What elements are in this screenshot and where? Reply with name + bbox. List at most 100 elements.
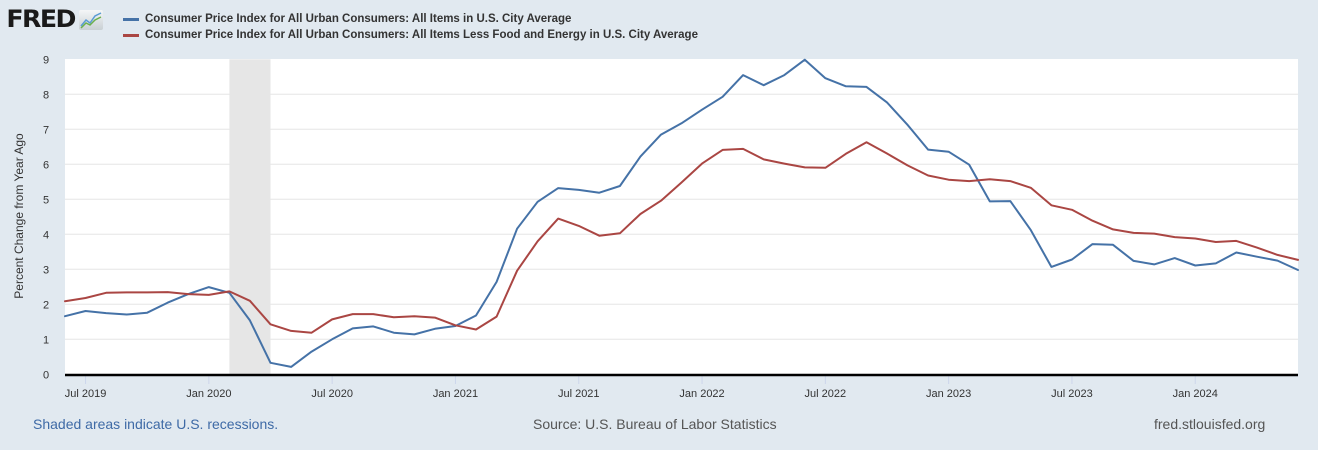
data-point-series1[interactable] — [311, 351, 313, 353]
data-point-series2[interactable] — [845, 153, 847, 155]
data-point-series2[interactable] — [249, 300, 251, 302]
data-point-series1[interactable] — [619, 185, 621, 187]
data-point-series2[interactable] — [1276, 254, 1278, 256]
data-point-series1[interactable] — [989, 200, 991, 202]
data-point-series2[interactable] — [804, 166, 806, 168]
data-point-series1[interactable] — [249, 319, 251, 321]
data-point-series2[interactable] — [948, 179, 950, 181]
data-point-series1[interactable] — [85, 310, 87, 312]
data-point-series2[interactable] — [167, 291, 169, 293]
data-point-series2[interactable] — [1256, 247, 1258, 249]
data-point-series1[interactable] — [393, 332, 395, 334]
data-point-series1[interactable] — [208, 286, 210, 288]
data-point-series2[interactable] — [886, 152, 888, 154]
data-point-series2[interactable] — [1009, 180, 1011, 182]
data-point-series1[interactable] — [1235, 252, 1237, 254]
data-point-series1[interactable] — [146, 312, 148, 314]
data-point-series1[interactable] — [64, 315, 66, 317]
data-point-series2[interactable] — [270, 323, 272, 325]
data-point-series1[interactable] — [1194, 264, 1196, 266]
data-point-series1[interactable] — [352, 327, 354, 329]
data-point-series1[interactable] — [845, 85, 847, 87]
data-point-series1[interactable] — [886, 101, 888, 103]
data-point-series2[interactable] — [454, 324, 456, 326]
data-point-series1[interactable] — [701, 109, 703, 111]
data-point-series1[interactable] — [167, 302, 169, 304]
data-point-series1[interactable] — [557, 187, 559, 189]
data-point-series1[interactable] — [1030, 229, 1032, 231]
data-point-series2[interactable] — [146, 291, 148, 293]
data-point-series1[interactable] — [722, 96, 724, 98]
data-point-series1[interactable] — [824, 77, 826, 79]
data-point-series1[interactable] — [516, 228, 518, 230]
data-point-series1[interactable] — [639, 156, 641, 158]
data-point-series1[interactable] — [1071, 259, 1073, 261]
data-point-series2[interactable] — [1071, 209, 1073, 211]
data-point-series2[interactable] — [578, 225, 580, 227]
data-point-series2[interactable] — [187, 293, 189, 295]
data-point-series2[interactable] — [105, 292, 107, 294]
data-point-series1[interactable] — [1215, 262, 1217, 264]
data-point-series2[interactable] — [1153, 233, 1155, 235]
data-point-series2[interactable] — [1297, 259, 1299, 261]
data-point-series2[interactable] — [598, 235, 600, 237]
data-point-series1[interactable] — [578, 189, 580, 191]
data-point-series2[interactable] — [434, 317, 436, 319]
data-point-series1[interactable] — [660, 134, 662, 136]
data-point-series2[interactable] — [557, 218, 559, 220]
data-point-series1[interactable] — [1276, 260, 1278, 262]
data-point-series1[interactable] — [537, 201, 539, 203]
data-point-series2[interactable] — [865, 141, 867, 143]
data-point-series2[interactable] — [1133, 232, 1135, 234]
data-point-series2[interactable] — [331, 318, 333, 320]
data-point-series2[interactable] — [393, 316, 395, 318]
data-point-series2[interactable] — [126, 291, 128, 293]
fred-logo[interactable]: FRED — [6, 7, 104, 31]
data-point-series1[interactable] — [742, 74, 744, 76]
data-point-series2[interactable] — [372, 313, 374, 315]
data-point-series1[interactable] — [105, 312, 107, 314]
data-point-series1[interactable] — [1009, 200, 1011, 202]
data-point-series1[interactable] — [907, 124, 909, 126]
data-point-series2[interactable] — [742, 148, 744, 150]
data-point-series2[interactable] — [516, 270, 518, 272]
data-point-series1[interactable] — [496, 281, 498, 283]
data-point-series1[interactable] — [783, 74, 785, 76]
data-point-series1[interactable] — [434, 328, 436, 330]
data-point-series2[interactable] — [1050, 204, 1052, 206]
data-point-series1[interactable] — [1112, 244, 1114, 246]
data-point-series1[interactable] — [270, 362, 272, 364]
site-link[interactable]: fred.stlouisfed.org — [1154, 416, 1266, 432]
data-point-series2[interactable] — [701, 163, 703, 165]
data-point-series2[interactable] — [413, 315, 415, 317]
data-point-series2[interactable] — [208, 294, 210, 296]
data-point-series1[interactable] — [413, 333, 415, 335]
data-point-series1[interactable] — [763, 84, 765, 86]
data-point-series2[interactable] — [64, 300, 66, 302]
data-point-series2[interactable] — [1112, 228, 1114, 230]
data-point-series2[interactable] — [783, 163, 785, 165]
data-point-series1[interactable] — [1050, 266, 1052, 268]
data-point-series1[interactable] — [126, 313, 128, 315]
data-point-series2[interactable] — [660, 200, 662, 202]
data-point-series2[interactable] — [907, 164, 909, 166]
series-line-2[interactable] — [64, 141, 1299, 334]
data-point-series2[interactable] — [681, 182, 683, 184]
data-point-series1[interactable] — [372, 325, 374, 327]
data-point-series2[interactable] — [639, 213, 641, 215]
data-point-series2[interactable] — [1194, 238, 1196, 240]
data-point-series1[interactable] — [1174, 257, 1176, 259]
data-point-series2[interactable] — [496, 316, 498, 318]
data-point-series2[interactable] — [537, 240, 539, 242]
data-point-series2[interactable] — [85, 297, 87, 299]
data-point-series2[interactable] — [1215, 241, 1217, 243]
data-point-series2[interactable] — [352, 313, 354, 315]
data-point-series1[interactable] — [1153, 263, 1155, 265]
data-point-series2[interactable] — [475, 329, 477, 331]
data-point-series1[interactable] — [681, 122, 683, 124]
data-point-series1[interactable] — [804, 59, 806, 61]
data-point-series1[interactable] — [948, 151, 950, 153]
data-point-series2[interactable] — [619, 232, 621, 234]
data-point-series2[interactable] — [763, 158, 765, 160]
data-point-series1[interactable] — [1256, 256, 1258, 258]
